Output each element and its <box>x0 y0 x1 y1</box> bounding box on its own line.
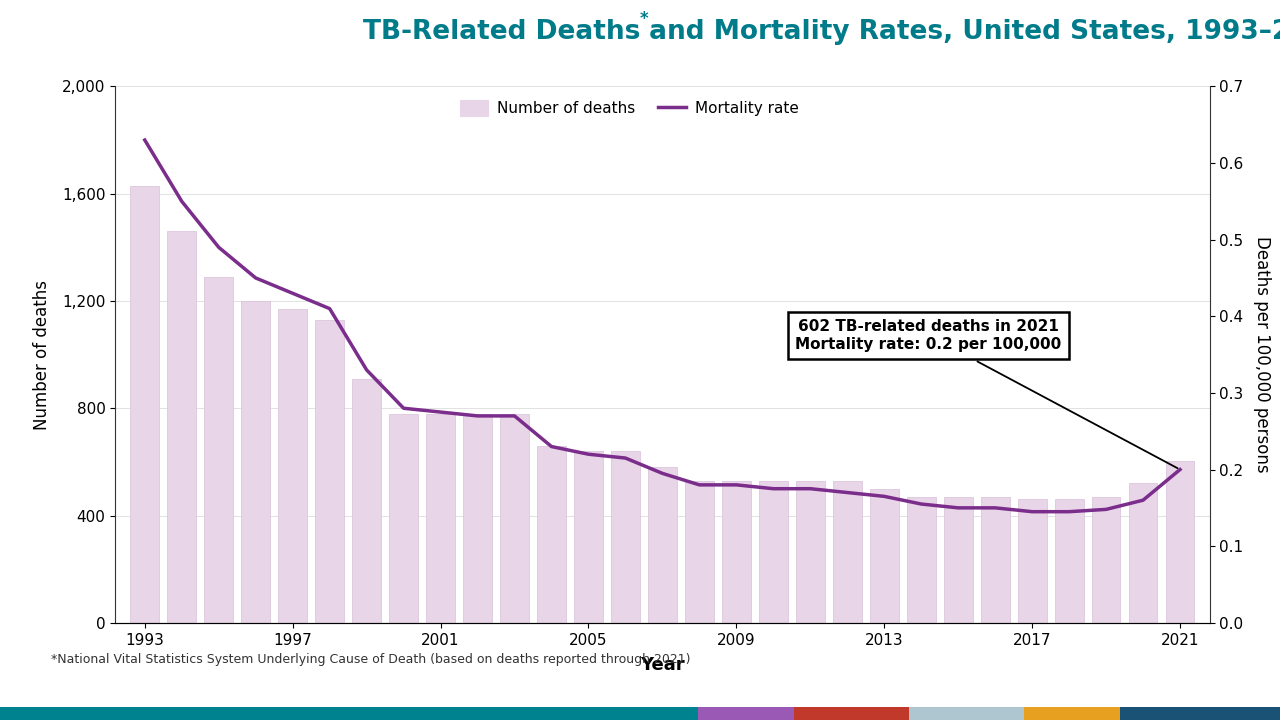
Y-axis label: Deaths per 100,000 persons: Deaths per 100,000 persons <box>1253 236 1271 473</box>
Text: and Mortality Rates, United States, 1993–2021: and Mortality Rates, United States, 1993… <box>640 19 1280 45</box>
Bar <box>500 414 529 623</box>
Bar <box>389 413 419 623</box>
Bar <box>278 309 307 623</box>
X-axis label: Year: Year <box>640 656 685 674</box>
Bar <box>698 707 794 720</box>
Bar <box>426 413 454 623</box>
Bar <box>722 481 751 623</box>
Bar <box>794 707 909 720</box>
Bar <box>315 320 344 623</box>
Bar <box>205 276 233 623</box>
Bar <box>168 231 196 623</box>
Bar <box>1129 483 1157 623</box>
Bar <box>648 467 677 623</box>
Text: TB-Related Deaths: TB-Related Deaths <box>362 19 640 45</box>
Bar <box>1055 500 1084 623</box>
Bar <box>1166 462 1194 623</box>
Bar <box>538 446 566 623</box>
Bar <box>573 451 603 623</box>
Bar <box>0 707 698 720</box>
Legend: Number of deaths, Mortality rate: Number of deaths, Mortality rate <box>454 94 805 122</box>
Bar <box>1092 497 1120 623</box>
Text: 602 TB-related deaths in 2021
Mortality rate: 0.2 per 100,000: 602 TB-related deaths in 2021 Mortality … <box>795 319 1178 468</box>
Bar <box>833 481 861 623</box>
Text: *National Vital Statistics System Underlying Cause of Death (based on deaths rep: *National Vital Statistics System Underl… <box>51 653 691 666</box>
Bar <box>611 451 640 623</box>
Bar <box>870 489 899 623</box>
Bar <box>685 481 714 623</box>
Bar <box>1024 707 1120 720</box>
Y-axis label: Number of deaths: Number of deaths <box>33 279 51 430</box>
Bar <box>1120 707 1280 720</box>
Bar <box>463 414 492 623</box>
Bar <box>241 301 270 623</box>
Bar <box>980 497 1010 623</box>
Bar <box>759 481 787 623</box>
Text: *: * <box>640 11 649 29</box>
Bar <box>943 497 973 623</box>
Bar <box>352 379 381 623</box>
Bar <box>796 481 824 623</box>
Bar <box>131 186 159 623</box>
Bar <box>909 707 1024 720</box>
Bar <box>906 497 936 623</box>
Bar <box>1018 500 1047 623</box>
